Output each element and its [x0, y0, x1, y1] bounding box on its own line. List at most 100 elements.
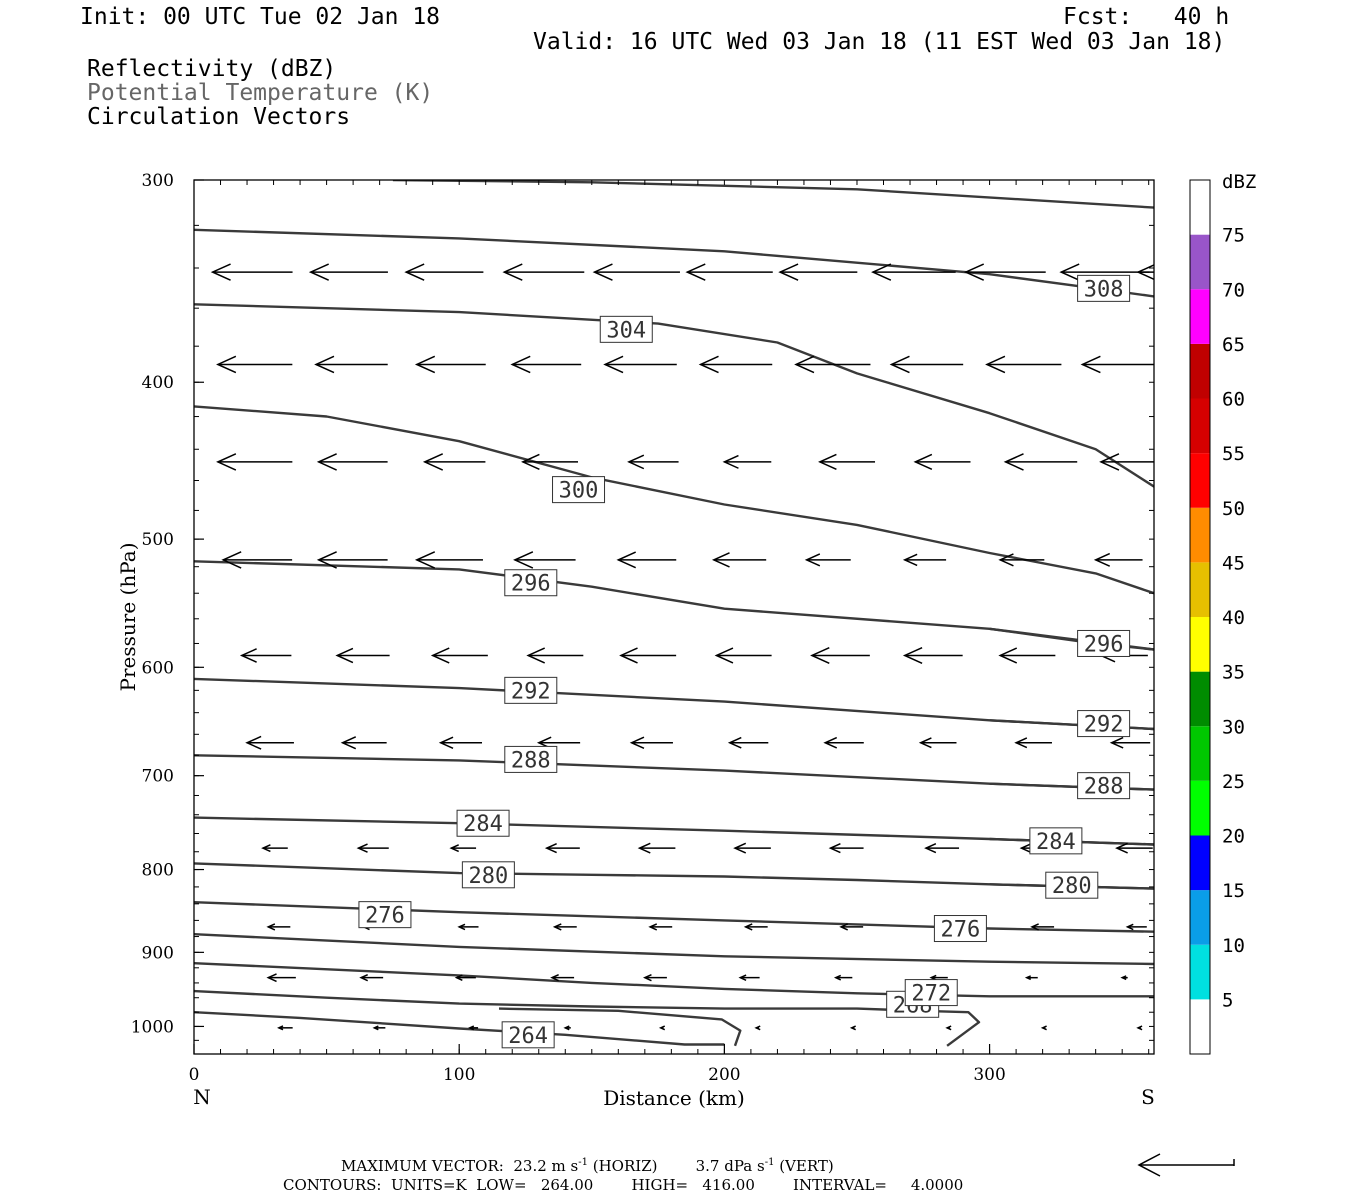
- x-axis-title: Distance (km): [603, 1086, 745, 1110]
- circulation-vector: [266, 923, 291, 931]
- circulation-vector: [314, 355, 388, 374]
- contour-label-304: 304: [606, 318, 646, 343]
- circulation-vector: [438, 736, 483, 750]
- colorbar-segment: [1190, 617, 1210, 672]
- circulation-vector: [1059, 263, 1150, 281]
- contour-label-box: [1077, 710, 1131, 738]
- circulation-vector: [627, 454, 679, 470]
- field-label-potential-temperature: Potential Temperature (K): [87, 80, 434, 106]
- x-tick-label: 200: [708, 1065, 740, 1085]
- colorbar-segment: [1190, 234, 1210, 290]
- circulation-vector: [1115, 842, 1153, 854]
- contour-304: [194, 303, 1154, 488]
- contour-label-288: 288: [1084, 775, 1124, 800]
- circulation-vector: [794, 355, 871, 374]
- circulation-vector: [1030, 923, 1055, 931]
- circulation-vector: [316, 453, 388, 471]
- circulation-vector: [818, 453, 876, 471]
- circulation-vector: [414, 355, 486, 374]
- circulation-vector: [467, 1025, 479, 1031]
- circulation-vector: [998, 647, 1056, 664]
- circulation-vector: [422, 453, 486, 471]
- colorbar-segment: [1190, 726, 1210, 781]
- circulation-vector: [804, 553, 851, 567]
- circulation-vector: [828, 842, 864, 854]
- reference-vector-arrow: [1137, 1153, 1235, 1177]
- contour-label-280: 280: [1052, 874, 1092, 899]
- circulation-vector: [963, 263, 1046, 281]
- circulation-vector: [637, 842, 676, 854]
- contour-label-box: [1077, 274, 1131, 302]
- contour-label-276: 276: [365, 904, 405, 929]
- circulation-vector: [510, 355, 582, 374]
- colorbar-label: 5: [1222, 989, 1233, 1011]
- contour-label-box: [501, 1021, 555, 1049]
- colorbar-label: 50: [1222, 498, 1245, 520]
- circulation-vector: [698, 355, 773, 374]
- colorbar-segment: [1190, 999, 1210, 1054]
- circulation-vector: [743, 923, 768, 931]
- axes: 0 100 200 300 300 400 500 600 700 800 900 1000 Dista…: [116, 171, 1155, 1110]
- circulation-vector: [316, 551, 388, 569]
- north-endpoint-label: N: [193, 1085, 211, 1109]
- contour-label-box: [1077, 772, 1131, 800]
- contour-label-284: 284: [463, 812, 503, 837]
- contour-264: [194, 1011, 725, 1046]
- colorbar-segment: [1190, 671, 1210, 727]
- circulation-vector: [1024, 975, 1038, 981]
- colorbar-label: 65: [1222, 334, 1245, 356]
- contour-label-308: 308: [1084, 277, 1124, 302]
- colorbar-label: 45: [1222, 552, 1245, 574]
- y-tick-label: 900: [142, 943, 174, 963]
- circulation-vector: [457, 923, 479, 931]
- contour-276: [194, 901, 1154, 933]
- circulation-vector: [1109, 736, 1151, 749]
- circulation-vector: [526, 647, 584, 664]
- contour-label-box: [1045, 871, 1099, 899]
- colorbar-segment: [1190, 890, 1210, 945]
- colorbar-title: dBZ: [1222, 171, 1256, 193]
- circulation-vector: [430, 647, 488, 664]
- colorbar-label: 55: [1222, 443, 1245, 465]
- circulation-vector: [648, 923, 673, 931]
- circulation-vector: [414, 551, 483, 569]
- circulation-vector: [733, 842, 771, 854]
- south-endpoint-label: S: [1141, 1085, 1155, 1109]
- circulation-vector: [823, 736, 864, 749]
- init-time: Init: 00 UTC Tue 02 Jan 18: [80, 4, 441, 30]
- valid-time: Valid: 16 UTC Wed 03 Jan 18 (11 EST Wed …: [533, 29, 1226, 55]
- circulation-vector: [454, 974, 476, 981]
- circulation-vector: [239, 648, 292, 663]
- colorbar-segment: [1190, 944, 1210, 1000]
- contour-label-box: [504, 676, 558, 704]
- contour-label-284: 284: [1036, 830, 1076, 855]
- circulation-vector: [359, 974, 384, 982]
- colorbar-segment: [1190, 398, 1210, 454]
- y-tick-label: 700: [142, 767, 174, 787]
- contour-308: [194, 228, 1154, 298]
- circulation-vector: [658, 1025, 666, 1031]
- circulation-vector: [521, 453, 579, 471]
- contour-label-box: [504, 745, 558, 773]
- contour-labels: 2642682722762762802802842842882882922922…: [358, 274, 1131, 1049]
- circulation-vector: [1040, 1025, 1047, 1031]
- colorbar-label: 35: [1222, 662, 1245, 684]
- circulation-vector: [902, 553, 947, 567]
- colorbar-segment: [1190, 289, 1210, 344]
- circulation-vector: [913, 453, 971, 471]
- x-tick-label: 0: [189, 1065, 200, 1085]
- colorbar-segment: [1190, 343, 1210, 399]
- contours-note: CONTOURS: UNITS=K LOW= 264.00 HIGH= 416.…: [283, 1176, 964, 1194]
- contour-label-box: [461, 861, 515, 889]
- circulation-vector: [340, 736, 387, 750]
- contour-label-280: 280: [468, 864, 508, 889]
- colorbar-label: 40: [1222, 607, 1245, 629]
- circulation-vector: [778, 263, 858, 281]
- contour-312: [392, 180, 1154, 209]
- circulation-vector: [722, 454, 772, 469]
- circulation-vector: [1136, 264, 1154, 281]
- y-tick-label: 500: [142, 530, 174, 550]
- circulation-vector: [356, 843, 389, 853]
- contour-label-300: 300: [559, 479, 599, 504]
- contour-label-296: 296: [511, 572, 551, 597]
